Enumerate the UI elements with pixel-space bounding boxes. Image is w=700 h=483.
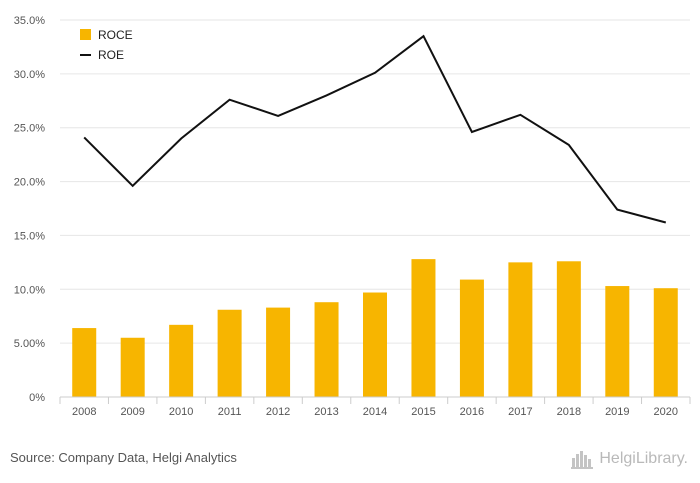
y-tick-label: 15.0% bbox=[14, 230, 45, 242]
roce-bar bbox=[169, 324, 194, 397]
roce-bar bbox=[653, 288, 678, 397]
x-tick-label: 2011 bbox=[218, 406, 242, 418]
x-tick-label: 2015 bbox=[411, 406, 435, 418]
library-icon bbox=[571, 451, 594, 469]
x-tick-label: 2020 bbox=[654, 406, 678, 418]
y-tick-label: 5.00% bbox=[14, 338, 45, 350]
chart: 0% 5.00% 10.0% 15.0% 20.0% 25.0% 30.0% 35.0% 20… bbox=[14, 15, 691, 418]
brand-name: HelgiLibrary. bbox=[599, 450, 688, 467]
x-tick-label: 2009 bbox=[120, 406, 144, 418]
roce-bar bbox=[217, 309, 242, 397]
x-tick-label: 2017 bbox=[508, 406, 532, 418]
roce-bar bbox=[411, 259, 436, 397]
legend: ROCE ROE bbox=[80, 28, 133, 62]
roce-bar bbox=[72, 328, 97, 397]
y-tick-label: 25.0% bbox=[14, 123, 45, 135]
source-note: Source: Company Data, Helgi Analytics bbox=[10, 450, 237, 465]
x-tick-label: 2008 bbox=[72, 406, 96, 418]
x-tick-label: 2016 bbox=[460, 406, 484, 418]
x-tick-label: 2014 bbox=[363, 406, 387, 418]
roe-line-layer bbox=[83, 34, 667, 224]
x-axis: 2008 2009 2010 2011 2012 2013 2014 2015 2016 2017… bbox=[59, 396, 691, 418]
x-tick-label: 2019 bbox=[605, 406, 629, 418]
x-tick-label: 2018 bbox=[557, 406, 581, 418]
y-tick-label: 30.0% bbox=[14, 69, 45, 81]
y-tick-label: 20.0% bbox=[14, 177, 45, 189]
roce-bars bbox=[72, 259, 678, 397]
legend-roe-label: ROE bbox=[98, 48, 124, 62]
y-tick-label: 35.0% bbox=[14, 15, 45, 27]
roce-bar bbox=[605, 286, 630, 397]
x-tick-label: 2013 bbox=[314, 406, 338, 418]
y-tick-label: 10.0% bbox=[14, 284, 45, 296]
roce-bar bbox=[363, 292, 387, 397]
roce-bar bbox=[266, 307, 291, 397]
legend-roce-label: ROCE bbox=[98, 28, 133, 42]
legend-roce-swatch bbox=[80, 29, 91, 40]
x-tick-label: 2010 bbox=[169, 406, 193, 418]
y-axis-tick-labels: 0% 5.00% 10.0% 15.0% 20.0% 25.0% 30.0% 35.0% bbox=[14, 15, 45, 404]
roce-bar bbox=[556, 261, 581, 397]
roce-bar bbox=[508, 262, 533, 397]
x-tick-label: 2012 bbox=[266, 406, 290, 418]
roce-bar bbox=[120, 337, 145, 397]
roce-bar bbox=[314, 302, 339, 397]
roe-line bbox=[83, 34, 667, 224]
roce-bar bbox=[459, 279, 484, 397]
y-tick-label: 0% bbox=[29, 392, 45, 404]
brand-logo: HelgiLibrary. bbox=[571, 448, 688, 470]
